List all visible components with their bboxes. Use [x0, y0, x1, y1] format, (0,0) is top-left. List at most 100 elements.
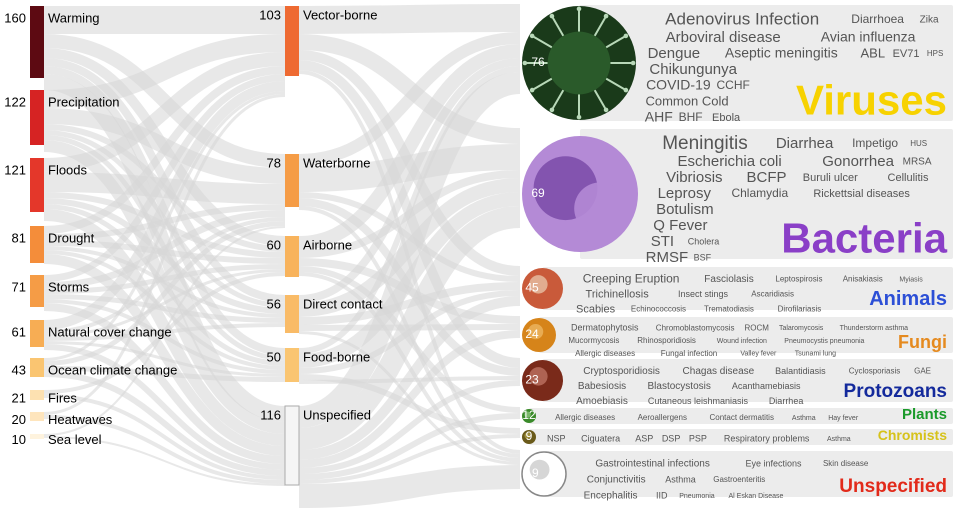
- transmission-air: [285, 236, 299, 277]
- pathogen-protozoans-count: 23: [525, 373, 539, 387]
- pathogen-viruses-word: HPS: [927, 49, 943, 58]
- hazard-ocean-count: 43: [12, 362, 26, 377]
- pathogen-bacteria-word: Chlamydia: [731, 186, 788, 200]
- pathogen-plants-word: Contact dermatitis: [709, 413, 773, 422]
- hazard-cover: [30, 320, 44, 347]
- pathogen-chromists-title: Chromists: [878, 427, 947, 443]
- pathogen-protozoans-word: Blastocystosis: [648, 381, 711, 392]
- pathogen-bacteria-count: 69: [531, 186, 545, 200]
- pathogen-unspecP-word: Conjunctivitis: [587, 475, 646, 486]
- pathogen-chromists-word: NSP: [547, 433, 566, 443]
- pathogen-bacteria-word: Meningitis: [662, 133, 748, 154]
- pathogen-unspecP-word: IID: [656, 490, 668, 500]
- pathogen-bacteria-word: Diarrhea: [776, 135, 834, 152]
- hazard-cover-count: 61: [12, 324, 26, 339]
- pathogen-viruses-word: Zika: [920, 15, 939, 26]
- pathogen-unspecP-word: Encephalitis: [584, 491, 638, 502]
- pathogen-viruses-word: AHF: [645, 109, 673, 125]
- hazard-fires-count: 21: [12, 390, 26, 405]
- pathogen-bacteria-word: Rickettsial diseases: [813, 188, 910, 200]
- pathogen-unspecP-word: Gastrointestinal infections: [595, 459, 710, 470]
- transmission-food: [285, 348, 299, 382]
- pathogen-bacteria-word: BCFP: [747, 169, 787, 186]
- pathogen-fungi-count: 24: [525, 327, 539, 341]
- hazard-sea-label: Sea level: [48, 432, 102, 447]
- pathogen-animals-word: Ascaridiasis: [751, 290, 794, 299]
- pathogen-unspecP-word: Asthma: [665, 474, 696, 484]
- transmission-unspec: [285, 406, 299, 485]
- pathogen-viruses-word: Ebola: [712, 112, 741, 124]
- pathogen-viruses-word: Dengue: [648, 45, 701, 62]
- pathogen-protozoans-word: Cutaneous leishmaniasis: [648, 396, 749, 406]
- transmission-direct-label: Direct contact: [303, 296, 383, 311]
- hazard-storms-label: Storms: [48, 279, 90, 294]
- hazard-storms: [30, 275, 44, 307]
- hazard-floods: [30, 158, 44, 212]
- pathogen-bacteria-word: Gonorrhea: [822, 153, 894, 170]
- pathogen-fungi-word: Talaromycosis: [779, 325, 824, 332]
- pathogen-fungi-word: Wound infection: [717, 338, 767, 345]
- pathogen-viruses-word: Common Cold: [645, 93, 728, 108]
- transmission-air-count: 60: [267, 237, 281, 252]
- pathogen-bacteria-word: Buruli ulcer: [803, 172, 858, 184]
- pathogen-viruses-word: Arboviral disease: [666, 29, 781, 46]
- pathogen-animals-word: Trichinellosis: [586, 288, 650, 300]
- pathogen-animals-word: Dirofilariasis: [778, 305, 822, 314]
- transmission-unspec-label: Unspecified: [303, 407, 371, 422]
- pathogen-protozoans-word: Balantidiasis: [775, 366, 826, 376]
- pathogen-bacteria-word: STI: [651, 233, 674, 250]
- transmission-water-count: 78: [267, 155, 281, 170]
- pathogen-viruses-word: Adenovirus Infection: [665, 9, 819, 28]
- pathogen-bacteria-word: Leprosy: [658, 185, 712, 202]
- transmission-unspec-count: 116: [260, 407, 281, 422]
- transmission-vector-count: 103: [259, 7, 281, 22]
- pathogen-plants-word: Asthma: [792, 415, 816, 422]
- pathogen-chromists-count: 9: [526, 429, 533, 443]
- hazard-warming-count: 160: [4, 10, 26, 25]
- pathogen-fungi-word: Chromoblastomycosis: [656, 323, 735, 332]
- pathogen-chromists-word: Respiratory problems: [724, 433, 810, 443]
- pathogen-fungi-word: Pneumocystis pneumonia: [784, 338, 864, 345]
- hazard-fires: [30, 390, 44, 400]
- pathogen-bacteria-word: RMSF: [646, 249, 689, 266]
- hazard-storms-count: 71: [12, 279, 26, 294]
- pathogen-animals-word: Echinococcosis: [631, 305, 686, 314]
- pathogen-animals-count: 45: [525, 281, 539, 295]
- pathogen-bacteria-word: Impetigo: [852, 136, 898, 150]
- hazard-sea: [30, 434, 44, 439]
- pathogen-fungi-title: Fungi: [898, 332, 947, 352]
- pathogen-unspecP-count: 19: [525, 466, 539, 480]
- pathogen-protozoans-word: GAE: [914, 367, 931, 376]
- pathogen-protozoans-word: Chagas disease: [683, 366, 755, 377]
- pathogen-fungi-word: Valley fever: [740, 351, 777, 358]
- hazard-drought: [30, 226, 44, 263]
- pathogen-animals-title: Animals: [869, 288, 947, 310]
- pathogen-bacteria-word: HUS: [910, 139, 927, 148]
- pathogen-animals-word: Creeping Eruption: [583, 272, 680, 286]
- pathogen-bacteria-word: BSF: [694, 252, 712, 262]
- hazard-precip-count: 122: [4, 94, 26, 109]
- pathogen-fungi-word: Rhinosporidiosis: [637, 336, 696, 345]
- pathogen-plants-word: Hay fever: [828, 415, 859, 422]
- pathogen-unspecP-word: Al Eskan Disease: [729, 493, 784, 500]
- pathogen-animals-word: Insect stings: [678, 289, 729, 299]
- pathogen-unspecP-title: Unspecified: [839, 476, 947, 497]
- pathogen-bacteria-word: Escherichia coli: [678, 153, 782, 170]
- pathogen-plants-word: Allergic diseases: [555, 413, 615, 422]
- hazard-heat-count: 20: [12, 412, 26, 427]
- pathogen-unspecP-word: Skin disease: [823, 459, 869, 468]
- pathogen-bacteria-word: Cellulitis: [888, 172, 929, 184]
- pathogen-animals-word: Myiasis: [899, 276, 923, 283]
- transmission-food-count: 50: [267, 349, 281, 364]
- pathogen-animals-word: Fasciolasis: [704, 274, 753, 285]
- transmission-vector: [285, 6, 299, 76]
- pathogen-protozoans-word: Amoebiasis: [576, 396, 628, 407]
- pathogen-viruses-word: Diarrhoea: [851, 12, 904, 26]
- pathogen-protozoans-title: Protozoans: [844, 381, 947, 402]
- hazard-cover-label: Natural cover change: [48, 324, 172, 339]
- pathogen-fungi-word: Allergic diseases: [575, 349, 635, 358]
- pathogen-viruses-word: CCHF: [716, 78, 749, 92]
- pathogen-bacteria-title: Bacteria: [781, 214, 947, 261]
- transmission-vector-label: Vector-borne: [303, 7, 377, 22]
- pathogen-plants-title: Plants: [902, 406, 947, 423]
